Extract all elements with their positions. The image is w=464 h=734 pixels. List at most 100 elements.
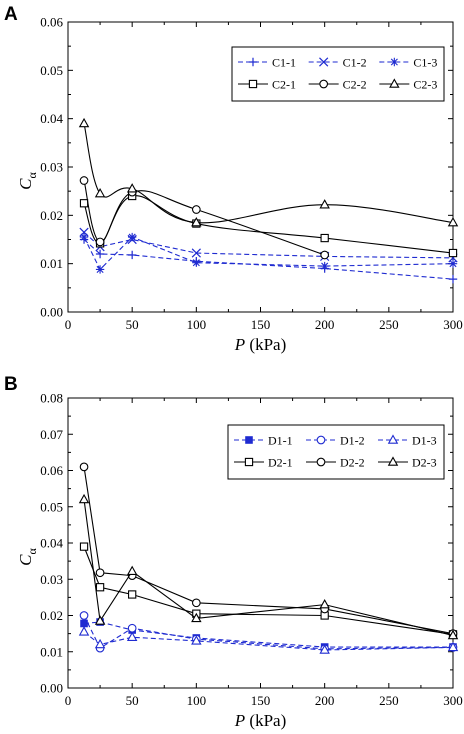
data-point-c2-2 bbox=[320, 250, 330, 260]
x-tick-label: 100 bbox=[187, 317, 207, 332]
data-point-c1-1 bbox=[448, 274, 458, 284]
y-tick-label: 0.02 bbox=[40, 608, 63, 623]
x-tick-label: 150 bbox=[251, 317, 271, 332]
series-line-c1-2 bbox=[83, 231, 454, 259]
data-point-d2-1 bbox=[128, 590, 137, 599]
series-line-d2-3 bbox=[83, 499, 454, 636]
x-tick-label: 200 bbox=[315, 317, 335, 332]
data-point-c1-3 bbox=[95, 265, 105, 274]
data-point-d1-2 bbox=[127, 623, 137, 633]
y-tick-label: 0.03 bbox=[40, 572, 63, 587]
data-point-d2-1 bbox=[79, 542, 89, 551]
legend-label-c2-3: C2-3 bbox=[413, 78, 437, 92]
legend-marker-c2-1 bbox=[248, 79, 258, 89]
legend-marker-c1-2 bbox=[319, 57, 329, 67]
panel-b: B 0 50 100 150 200 250 300 0.00 0.01 0.02 0.03 0.04 0… bbox=[4, 374, 463, 730]
data-point-d2-3 bbox=[78, 493, 90, 504]
panel-a: A 0 50 100 150 200 250 300 0.00 0.01 0.02 0.03 0.04 0… bbox=[4, 4, 463, 354]
data-point-c1-2 bbox=[191, 248, 201, 258]
legend-marker-d2-3 bbox=[387, 456, 399, 466]
y-tick-label: 0.06 bbox=[40, 15, 63, 30]
data-point-c2-3 bbox=[78, 117, 90, 128]
legend-marker-c1-3 bbox=[390, 57, 399, 67]
data-point-c1-3 bbox=[320, 261, 329, 271]
x-axis-title: P (kPa) bbox=[234, 711, 286, 730]
data-point-c1-3 bbox=[448, 259, 458, 268]
data-point-d1-3 bbox=[191, 635, 202, 645]
legend-label-c2-2: C2-2 bbox=[343, 78, 367, 92]
data-point-d2-2 bbox=[191, 598, 201, 608]
legend-label-d1-2: D1-2 bbox=[340, 434, 365, 448]
data-point-c2-3 bbox=[447, 216, 459, 227]
data-point-d2-3 bbox=[319, 598, 330, 609]
data-point-d1-2 bbox=[79, 611, 89, 620]
x-tick-label: 250 bbox=[379, 693, 399, 708]
y-tick-label: 0.00 bbox=[40, 681, 63, 696]
series-line-c2-1 bbox=[83, 195, 454, 254]
x-tick-label: 50 bbox=[126, 317, 139, 332]
data-point-c2-2 bbox=[79, 176, 89, 185]
series-line-d1-3 bbox=[83, 631, 454, 651]
data-point-d1-3 bbox=[447, 641, 459, 652]
legend-label-d1-1: D1-1 bbox=[268, 434, 293, 448]
data-point-d2-2 bbox=[79, 462, 89, 472]
series-line-c1-3 bbox=[83, 236, 454, 271]
data-point-c2-3 bbox=[126, 183, 138, 193]
data-point-d1-3 bbox=[319, 644, 330, 654]
legend-box bbox=[231, 46, 445, 102]
panel-label: B bbox=[4, 374, 18, 395]
data-point-c2-3 bbox=[191, 216, 202, 227]
series-line-c2-3 bbox=[83, 123, 454, 224]
x-tick-label: 250 bbox=[379, 317, 399, 332]
x-tick-label: 0 bbox=[65, 693, 72, 708]
data-point-d1-3 bbox=[78, 626, 90, 636]
data-point-d2-3 bbox=[447, 629, 459, 640]
legend-marker-c2-2 bbox=[319, 79, 329, 89]
data-point-c2-1 bbox=[448, 248, 458, 258]
series-line-d1-2 bbox=[83, 615, 454, 650]
data-point-d2-3 bbox=[191, 612, 202, 623]
y-tick-label: 0.05 bbox=[40, 63, 63, 78]
data-point-d2-3 bbox=[94, 615, 106, 625]
x-tick-label: 300 bbox=[443, 693, 463, 708]
x-tick-label: 0 bbox=[65, 317, 72, 332]
y-tick-label: 0.04 bbox=[40, 536, 63, 551]
data-point-d2-1 bbox=[95, 583, 105, 592]
data-point-d1-3 bbox=[94, 638, 106, 649]
y-tick-label: 0.01 bbox=[40, 256, 63, 271]
x-tick-label: 200 bbox=[315, 693, 335, 708]
y-tick-label: 0.02 bbox=[40, 208, 63, 223]
x-tick-label: 300 bbox=[443, 317, 463, 332]
legend-marker-d2-2 bbox=[316, 457, 326, 467]
data-point-c1-3 bbox=[79, 232, 89, 242]
data-point-c1-3 bbox=[192, 258, 201, 267]
data-point-d1-1 bbox=[80, 619, 88, 628]
legend-label-c1-2: C1-2 bbox=[343, 56, 367, 70]
x-tick-label: 100 bbox=[187, 693, 207, 708]
series-line-c2-2 bbox=[83, 180, 325, 256]
series-line-d2-1 bbox=[83, 546, 454, 635]
panel-label: A bbox=[4, 4, 18, 25]
data-point-c2-1 bbox=[320, 233, 329, 243]
legend-marker-c2-3 bbox=[389, 78, 400, 88]
y-tick-label: 0.07 bbox=[40, 427, 63, 442]
y-tick-label: 0.05 bbox=[40, 499, 63, 514]
legend-label-d1-3: D1-3 bbox=[412, 434, 437, 448]
y-tick-label: 0.06 bbox=[40, 463, 63, 478]
legend-label-d2-1: D2-1 bbox=[268, 456, 293, 470]
legend: C1-1 C1-2 C1-3 C2-1 C2-2 C2-3 bbox=[231, 46, 445, 102]
data-point-d2-3 bbox=[126, 565, 138, 576]
y-tick-label: 0.08 bbox=[40, 391, 63, 406]
series-line-c1-1 bbox=[83, 239, 454, 280]
legend-marker-d2-1 bbox=[244, 457, 254, 467]
legend-label-c2-1: C2-1 bbox=[272, 78, 296, 92]
series-line-d2-2 bbox=[83, 466, 454, 635]
data-point-c1-1 bbox=[95, 249, 105, 259]
data-point-c1-3 bbox=[127, 232, 137, 242]
legend-marker-d1-1 bbox=[245, 436, 253, 444]
x-tick-label: 50 bbox=[126, 693, 139, 708]
legend-label-d2-2: D2-2 bbox=[340, 456, 365, 470]
y-tick-label: 0.04 bbox=[40, 111, 63, 126]
legend: D1-1 D1-2 D1-3 D2-1 D2-2 D2-3 bbox=[227, 424, 445, 480]
